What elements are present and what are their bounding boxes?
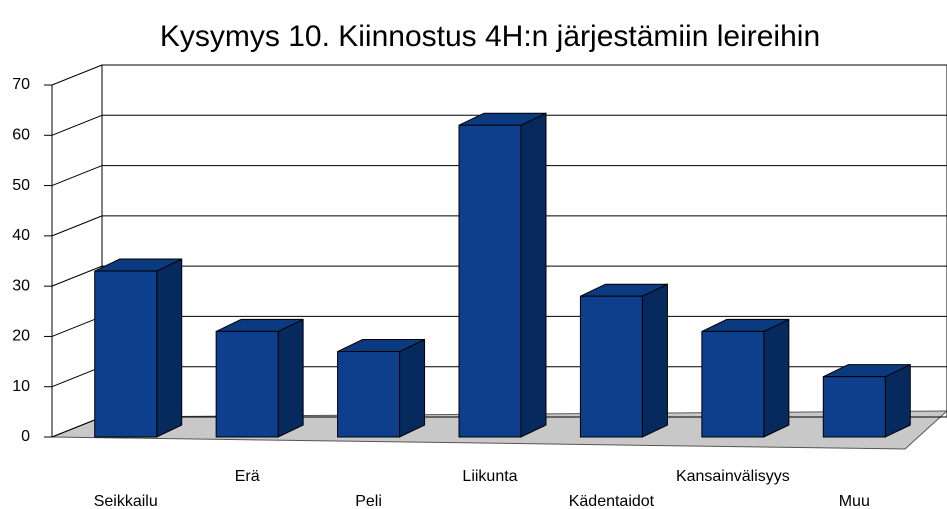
bar — [458, 124, 522, 438]
y-tick-label: 40 — [12, 227, 30, 244]
bar-side — [156, 258, 183, 438]
y-tick-label: 50 — [12, 177, 30, 194]
grid-line-side — [51, 165, 103, 187]
bar — [94, 270, 158, 438]
x-tick-label: Erä — [235, 468, 260, 485]
grid-line-side — [51, 315, 103, 337]
grid-line-side — [51, 416, 103, 438]
bar — [701, 330, 765, 438]
y-tick-label: 20 — [12, 328, 30, 345]
bar — [579, 295, 643, 438]
grid-line-side — [51, 64, 103, 86]
bar — [822, 376, 886, 438]
x-tick-label: Seikkailu — [94, 493, 158, 509]
grid-line-side — [51, 265, 103, 287]
y-tick-label: 70 — [12, 76, 30, 93]
bar — [215, 330, 279, 438]
y-tick-label: 30 — [12, 277, 30, 294]
grid-line-side — [51, 114, 103, 136]
bar-side — [763, 318, 790, 438]
x-tick-label: Liikunta — [462, 468, 517, 485]
bar-side — [277, 318, 304, 438]
chart-title: Kysymys 10. Kiinnostus 4H:n järjestämiin… — [160, 20, 820, 53]
bar-side — [641, 283, 668, 438]
x-tick-label: Peli — [355, 493, 382, 509]
bar-side — [520, 112, 547, 438]
x-tick-label: Kädentaidot — [569, 493, 655, 509]
bar-side — [399, 338, 426, 438]
grid-line-side — [51, 215, 103, 237]
y-tick-label: 0 — [21, 428, 30, 445]
x-tick-label: Muu — [839, 493, 870, 509]
y-tick-label: 60 — [12, 127, 30, 144]
x-tick-label: Kansainvälisyys — [676, 468, 790, 485]
bar-side — [884, 363, 911, 438]
grid-line-side — [51, 366, 103, 388]
y-tick-label: 10 — [12, 378, 30, 395]
bar — [337, 351, 401, 438]
